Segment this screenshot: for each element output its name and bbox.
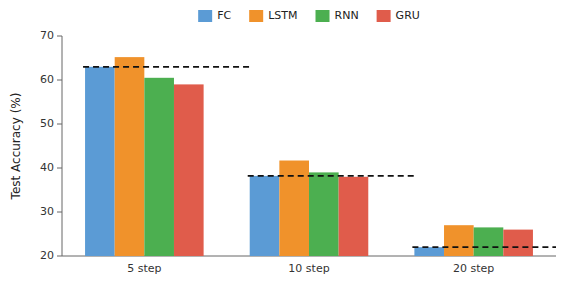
x-tick-label: 20 step (453, 262, 494, 275)
legend-item: LSTM (249, 9, 297, 22)
y-tick-label: 50 (40, 117, 54, 130)
bar (309, 172, 339, 256)
bar (503, 230, 533, 256)
bar (339, 177, 369, 256)
y-axis: 20 30 40 50 60 70 (40, 29, 62, 262)
bar (444, 225, 474, 256)
bar (250, 176, 280, 256)
y-tick-label: 30 (40, 205, 54, 218)
y-tick (57, 212, 62, 213)
bar (174, 84, 204, 256)
legend-swatch (249, 10, 263, 22)
y-axis-line (62, 36, 63, 256)
legend-item: GRU (377, 9, 420, 22)
x-tick-label: 10 step (288, 262, 329, 275)
y-tick-label: 20 (40, 249, 54, 262)
legend-item: FC (198, 9, 231, 22)
bar (414, 247, 444, 256)
y-tick-label: 60 (40, 73, 54, 86)
y-tick (57, 168, 62, 169)
legend-swatch (377, 10, 391, 22)
legend-label: GRU (396, 9, 420, 22)
bar (115, 57, 145, 256)
x-tick-label: 5 step (127, 262, 161, 275)
bar (144, 78, 174, 256)
y-tick (57, 124, 62, 125)
legend: FC LSTM RNN GRU (198, 9, 420, 22)
bar (474, 227, 504, 256)
y-tick-label: 70 (40, 29, 54, 42)
y-tick-label: 40 (40, 161, 54, 174)
legend-swatch (198, 10, 212, 22)
legend-label: FC (217, 9, 231, 22)
legend-label: LSTM (268, 9, 297, 22)
y-tick (57, 256, 62, 257)
bar (279, 161, 309, 256)
y-axis-label: Test Accuracy (%) (9, 93, 23, 201)
y-tick (57, 36, 62, 37)
reference-line (248, 175, 418, 177)
reference-line (83, 66, 253, 68)
plot-area (83, 57, 556, 256)
legend-label: RNN (335, 9, 359, 22)
reference-line (412, 246, 556, 248)
chart: 20 30 40 50 60 70 Test Accuracy (%) 5 step 10 st… (0, 0, 570, 286)
bar (85, 67, 115, 256)
legend-swatch (316, 10, 330, 22)
y-tick (57, 80, 62, 81)
legend-item: RNN (316, 9, 359, 22)
